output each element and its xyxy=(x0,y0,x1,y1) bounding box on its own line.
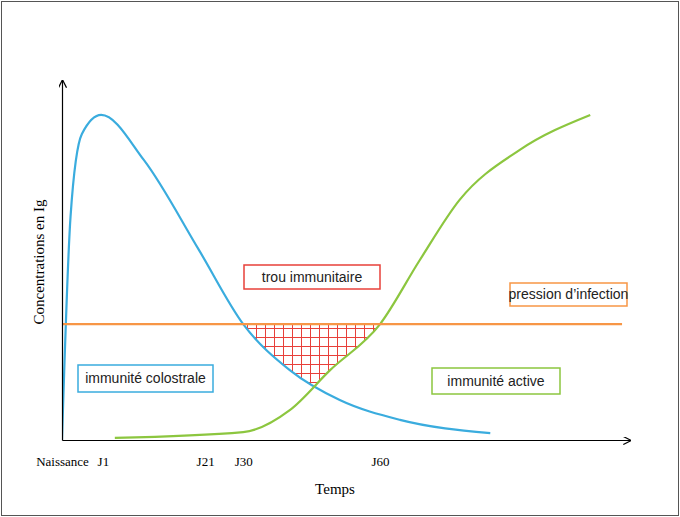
series-name-box: pression d’infection xyxy=(509,283,629,306)
annotation-label: trou immunitaire xyxy=(262,269,363,285)
x-tick-label: Naissance xyxy=(36,454,89,469)
x-tick-label: J30 xyxy=(235,454,253,469)
x-axis-line xyxy=(63,440,631,441)
x-axis: Naissance J1 J21 J30 J60 xyxy=(36,440,630,469)
x-axis-title: Temps xyxy=(315,481,355,497)
x-tick-label: J1 xyxy=(98,454,110,469)
series-name-label: pression d’infection xyxy=(509,286,629,302)
x-tick: Naissance xyxy=(36,440,89,469)
series-line xyxy=(62,323,622,325)
x-tick-label: J60 xyxy=(372,454,390,469)
y-axis-title: Concentrations en Ig xyxy=(31,199,47,324)
x-tick: J1 xyxy=(98,440,110,469)
y-axis xyxy=(62,81,63,441)
plot-area xyxy=(62,115,630,440)
series-name-frame xyxy=(78,365,213,392)
figure-frame xyxy=(2,2,679,516)
series-name-frame xyxy=(432,368,560,394)
chart: Naissance J1 J21 J30 J60 Temps Concentrations … xyxy=(0,0,680,517)
series-line xyxy=(62,115,490,440)
gap-clip-group xyxy=(62,324,630,440)
immune-gap xyxy=(62,324,630,440)
x-tick: J60 xyxy=(372,440,390,469)
gap-clip-group xyxy=(62,324,630,440)
y-axis-line xyxy=(62,81,63,441)
annotation-frame xyxy=(244,265,380,289)
series-name-label: immunité colostrale xyxy=(85,370,206,386)
annotation-box: trou immunitaire xyxy=(244,265,380,289)
series-name-box: immunité colostrale xyxy=(78,365,213,392)
series-name-label: immunité active xyxy=(447,373,544,389)
x-tick-label: J21 xyxy=(197,454,215,469)
x-tick: J30 xyxy=(235,440,253,469)
series-name-box: immunité active xyxy=(432,368,560,394)
x-tick: J21 xyxy=(197,440,215,469)
